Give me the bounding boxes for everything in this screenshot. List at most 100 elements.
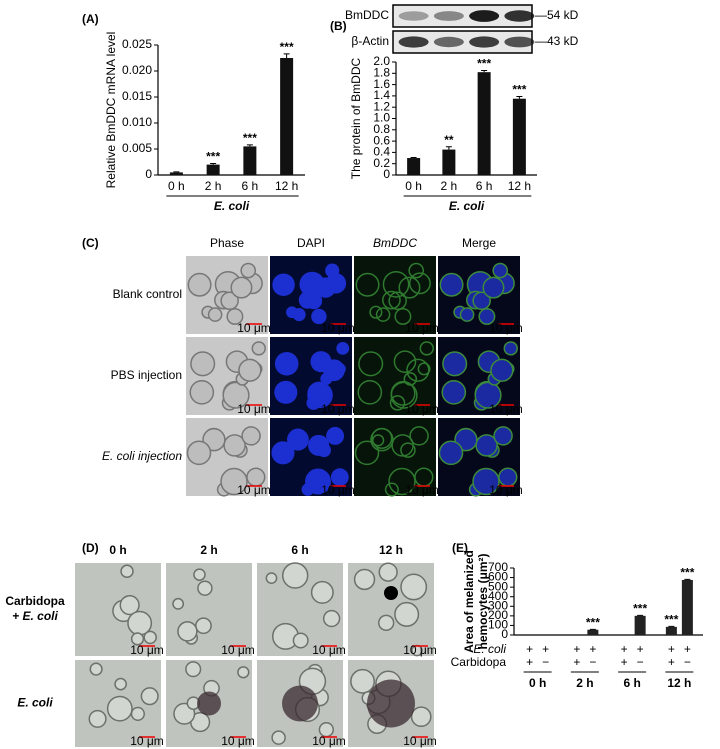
cell — [265, 572, 278, 584]
cell — [237, 666, 250, 679]
y-tick-label: 0 — [145, 167, 152, 181]
scale-bar-label: 10 μm — [237, 402, 271, 416]
cell — [190, 351, 216, 377]
column-header: 6 h — [291, 543, 308, 557]
cell — [130, 706, 145, 721]
cell — [106, 695, 133, 722]
bar — [477, 72, 491, 175]
cell — [226, 308, 244, 325]
row-label: + E. coli — [12, 609, 58, 623]
cell — [193, 568, 206, 581]
column-header: BmDDC — [373, 236, 417, 250]
micrograph — [354, 418, 436, 496]
x-tick-label: 2 h — [205, 179, 222, 193]
cell — [358, 351, 384, 377]
x-tick-label: 12 h — [508, 179, 531, 193]
cell — [88, 709, 107, 728]
bar — [169, 172, 183, 175]
cell — [472, 467, 500, 496]
cell — [394, 601, 420, 627]
panel-label: (C) — [82, 236, 99, 250]
cell — [389, 395, 406, 411]
scale-bar-label: 10 μm — [403, 734, 437, 748]
sign: + — [542, 642, 549, 656]
sign: − — [684, 655, 691, 669]
blot-band — [398, 11, 429, 21]
scale-bar-label: 10 μm — [221, 643, 255, 657]
error-bar — [173, 171, 180, 173]
cell — [336, 341, 350, 355]
column-header: Merge — [462, 236, 496, 250]
cell — [187, 272, 212, 297]
blot-band — [433, 36, 464, 48]
cell — [114, 677, 127, 691]
cell — [490, 358, 514, 382]
x-tick-label: 12 h — [275, 179, 298, 193]
sign: + — [621, 642, 628, 656]
scale-bar-label: 10 μm — [489, 402, 523, 416]
cell — [410, 706, 432, 728]
bar — [206, 164, 220, 175]
cell — [478, 308, 496, 325]
cell — [271, 730, 286, 745]
sign: + — [621, 655, 628, 669]
cell — [474, 381, 502, 409]
sign: + — [637, 642, 644, 656]
bar — [634, 615, 646, 635]
cell — [130, 632, 145, 646]
significance: *** — [586, 616, 600, 630]
cell — [394, 308, 412, 325]
y-tick-label: 500 — [488, 579, 508, 593]
significance: *** — [680, 566, 694, 580]
y-axis-label: hemocytes (μm²) — [476, 553, 490, 649]
group-label: 2 h — [576, 676, 593, 690]
cell — [271, 441, 295, 465]
cell — [89, 662, 103, 676]
column-header: 12 h — [379, 543, 403, 557]
significance: *** — [477, 57, 491, 71]
cell — [472, 291, 491, 311]
sign: − — [542, 655, 549, 669]
column-header: Phase — [210, 236, 244, 250]
scale-bar-label: 10 μm — [321, 402, 355, 416]
row-label: E. coli — [17, 696, 53, 710]
cell — [357, 379, 383, 405]
cell — [390, 381, 418, 409]
scale-bar-label: 10 μm — [489, 321, 523, 335]
panel-label: (A) — [82, 12, 99, 26]
cell — [323, 359, 345, 382]
group-label: 6 h — [623, 676, 640, 690]
error-bar — [684, 578, 691, 580]
cell — [292, 308, 306, 322]
y-tick-label: 0.015 — [122, 89, 152, 103]
bar — [243, 146, 257, 175]
significance: *** — [206, 150, 220, 164]
scale-bar-label: 10 μm — [489, 483, 523, 497]
scale-bar-label: 10 μm — [237, 321, 271, 335]
significance: *** — [664, 613, 678, 627]
blot-band — [433, 11, 464, 21]
error-bar — [516, 95, 523, 99]
scale-bar-label: 10 μm — [312, 734, 346, 748]
cell — [408, 262, 425, 279]
cell — [419, 341, 434, 356]
significance: *** — [512, 83, 526, 97]
significance: *** — [243, 131, 257, 145]
error-bar — [410, 156, 417, 159]
sign: − — [589, 655, 596, 669]
cell — [353, 568, 376, 591]
cell — [482, 276, 505, 299]
cell — [195, 617, 212, 635]
cell — [292, 632, 309, 649]
cell — [207, 307, 223, 322]
sign: + — [526, 655, 533, 669]
cell — [369, 305, 383, 319]
cell — [400, 573, 428, 601]
significance: ** — [444, 133, 454, 147]
scale-bar-label: 10 μm — [221, 734, 255, 748]
cell — [393, 350, 417, 373]
row-label: E. coli injection — [102, 449, 182, 463]
bar — [512, 98, 526, 175]
error-bar — [283, 53, 290, 58]
